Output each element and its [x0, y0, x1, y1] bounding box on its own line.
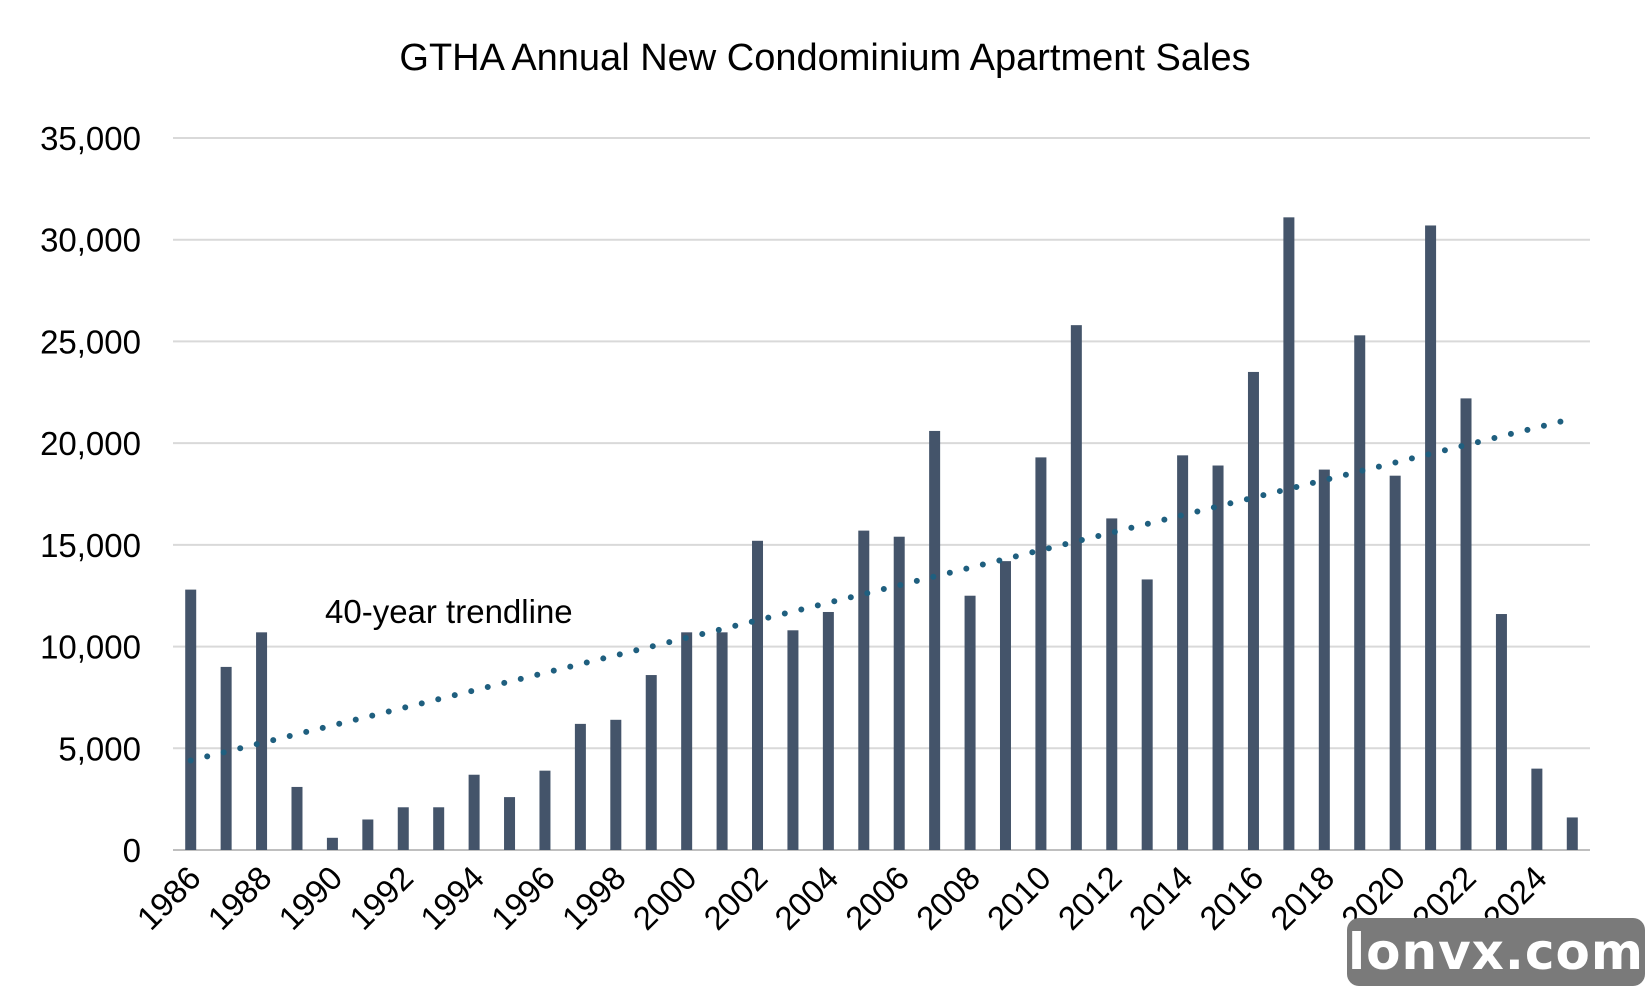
bar-2020	[1389, 475, 1401, 850]
bar-2001	[716, 632, 728, 850]
x-tick-label: 2010	[980, 859, 1058, 937]
bar-2000	[681, 632, 693, 850]
bar-2013	[1141, 579, 1153, 850]
bar-2004	[822, 611, 834, 850]
x-tick-label: 2006	[838, 859, 916, 937]
x-tick-label: 1986	[130, 859, 208, 937]
watermark: lonvx.com	[1347, 918, 1645, 986]
grid-lines	[173, 137, 1590, 750]
bar-1988	[256, 632, 268, 850]
y-tick-label: 10,000	[40, 629, 141, 666]
y-tick-label: 35,000	[40, 120, 141, 157]
y-tick-label: 5,000	[58, 730, 141, 767]
bar-2011	[1070, 325, 1082, 850]
bar-2015	[1212, 465, 1224, 850]
bar-2022	[1460, 398, 1472, 850]
bar-series	[185, 217, 1578, 851]
bar-2003	[787, 630, 799, 850]
bar-2018	[1318, 469, 1330, 850]
x-tick-label: 1990	[271, 859, 349, 937]
bar-1994	[468, 774, 480, 850]
bar-2017	[1283, 217, 1295, 850]
x-tick-label: 2012	[1051, 859, 1129, 937]
x-axis-ticks: 1986198819901992199419961998200020022004…	[130, 859, 1554, 937]
bar-2007	[929, 430, 941, 850]
bar-1992	[397, 807, 409, 850]
x-tick-label: 2014	[1121, 859, 1199, 937]
bar-1998	[610, 719, 622, 850]
bar-2021	[1425, 225, 1437, 850]
bar-2019	[1354, 335, 1366, 851]
x-tick-label: 2018	[1263, 859, 1341, 937]
bar-2006	[893, 536, 905, 850]
x-tick-label: 1994	[413, 859, 491, 937]
x-tick-label: 2004	[767, 859, 845, 937]
bar-2002	[752, 540, 764, 850]
y-tick-label: 15,000	[40, 527, 141, 564]
y-axis-ticks: 0 5,000 10,000 15,000 20,000 25,000 30,000 35,0…	[40, 120, 141, 869]
bar-1997	[574, 723, 586, 850]
y-tick-label: 0	[123, 832, 141, 869]
bar-2005	[858, 530, 870, 850]
bar-1995	[504, 797, 516, 850]
bar-2008	[964, 595, 976, 850]
bar-1989	[291, 786, 303, 850]
chart-title: GTHA Annual New Condominium Apartment Sa…	[399, 37, 1250, 79]
bar-2010	[1035, 457, 1047, 850]
bar-2016	[1247, 371, 1259, 850]
bar-2014	[1177, 455, 1189, 850]
bar-1986	[185, 589, 197, 850]
x-tick-label: 1992	[342, 859, 420, 937]
bar-1996	[539, 770, 551, 850]
bar-1990	[326, 837, 338, 850]
bar-2009	[999, 561, 1011, 850]
x-tick-label: 2000	[626, 859, 704, 937]
x-tick-label: 2002	[696, 859, 774, 937]
bar-1999	[645, 675, 657, 850]
bar-1987	[220, 666, 232, 850]
x-tick-label: 1998	[555, 859, 633, 937]
bar-1991	[362, 819, 374, 850]
x-tick-label: 2008	[909, 859, 987, 937]
x-tick-label: 1988	[200, 859, 278, 937]
bar-1993	[433, 807, 445, 850]
y-tick-label: 30,000	[40, 222, 141, 259]
trendline-annotation: 40-year trendline	[325, 593, 573, 630]
bar-2023	[1495, 614, 1507, 850]
y-tick-label: 20,000	[40, 425, 141, 462]
bar-2012	[1106, 518, 1118, 850]
x-tick-label: 1996	[484, 859, 562, 937]
bar-2025	[1566, 817, 1578, 850]
y-tick-label: 25,000	[40, 323, 141, 360]
trendline	[187, 415, 1576, 764]
bar-2024	[1531, 768, 1543, 850]
x-tick-label: 2016	[1192, 859, 1270, 937]
